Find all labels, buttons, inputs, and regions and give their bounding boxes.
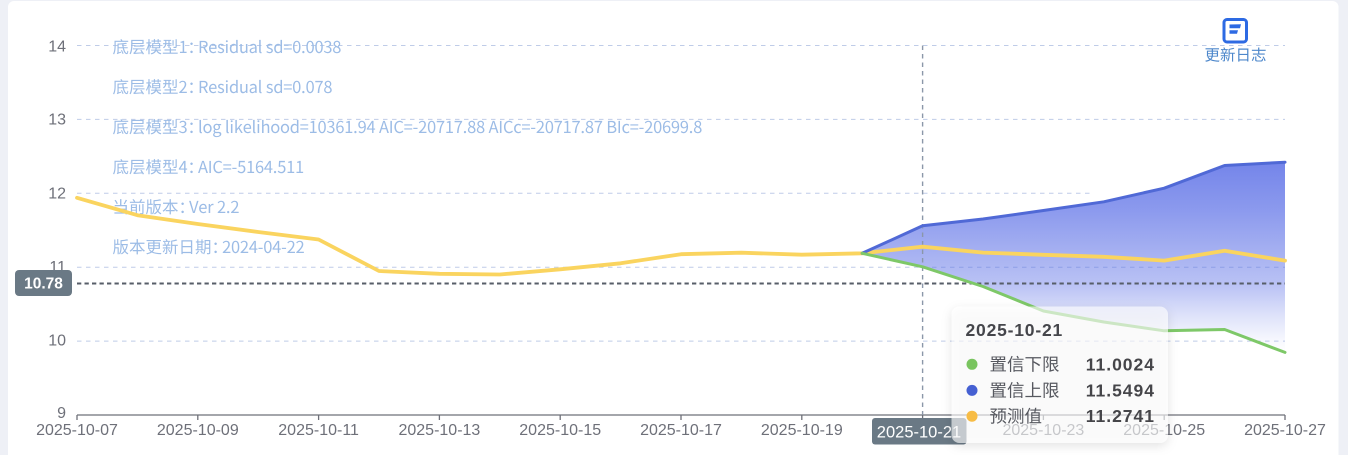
svg-text:2025-10-09: 2025-10-09 [157,422,239,439]
svg-text:14: 14 [48,38,66,55]
svg-text:2025-10-19: 2025-10-19 [761,422,843,439]
svg-text:2025-10-21: 2025-10-21 [966,320,1064,340]
svg-text:12: 12 [48,185,66,202]
svg-text:2025-10-17: 2025-10-17 [640,422,722,439]
svg-text:10: 10 [48,332,66,349]
svg-text:2025-10-27: 2025-10-27 [1244,422,1326,439]
svg-text:13: 13 [48,111,66,128]
svg-text:11.2741: 11.2741 [1086,406,1155,426]
svg-text:11.5494: 11.5494 [1086,380,1155,400]
svg-text:2025-10-13: 2025-10-13 [398,422,480,439]
svg-text:10.78: 10.78 [24,276,63,293]
svg-text:2025-10-15: 2025-10-15 [519,422,601,439]
svg-text:2025-10-11: 2025-10-11 [278,422,359,439]
svg-text:9: 9 [57,405,66,422]
svg-text:2025-10-21: 2025-10-21 [877,424,961,442]
svg-text:2025-10-07: 2025-10-07 [36,422,118,439]
svg-text:11.0024: 11.0024 [1086,354,1155,374]
